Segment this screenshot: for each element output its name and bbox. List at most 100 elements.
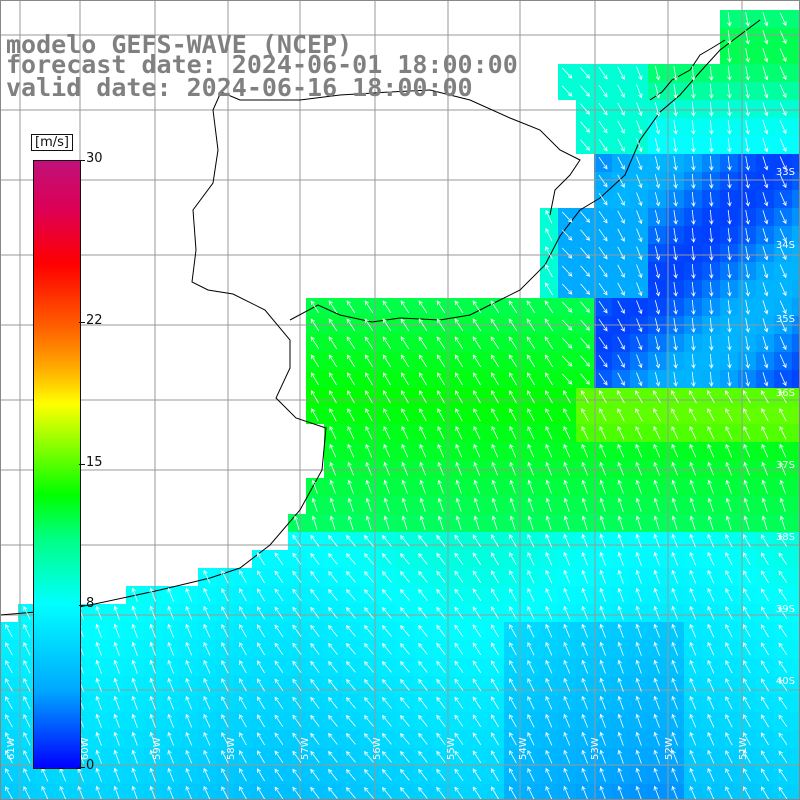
wind-arrow <box>418 732 428 745</box>
wind-arrow <box>149 641 156 656</box>
wind-arrow <box>779 497 786 512</box>
wind-arrow <box>617 569 624 584</box>
wind-arrow <box>761 443 769 458</box>
wind-arrow <box>381 768 392 781</box>
wind-arrow <box>509 552 517 566</box>
wind-arrow <box>617 443 625 458</box>
wind-arrow <box>581 569 588 584</box>
wind-arrow <box>598 282 608 296</box>
wind-arrow <box>653 605 660 620</box>
wind-arrow <box>580 67 591 79</box>
wind-speed-cell <box>792 334 800 352</box>
wind-arrow <box>563 497 570 512</box>
wind-arrow <box>490 660 499 674</box>
wind-arrow <box>617 84 625 98</box>
wind-arrow <box>671 767 678 782</box>
wind-arrow <box>599 425 607 440</box>
wind-arrow <box>328 786 338 799</box>
wind-arrow <box>691 299 696 315</box>
wind-arrow <box>762 66 769 81</box>
wind-arrow <box>636 282 643 297</box>
wind-arrow <box>419 443 427 458</box>
wind-arrow <box>709 263 714 279</box>
wind-arrow <box>221 768 229 782</box>
wind-arrow <box>491 408 499 422</box>
wind-speed-cell <box>792 784 800 800</box>
wind-arrow <box>563 533 571 548</box>
wind-arrow <box>561 283 573 295</box>
wind-speed-cell <box>792 694 800 712</box>
wind-arrow <box>401 390 409 404</box>
wind-arrow <box>707 533 715 548</box>
wind-arrow <box>346 336 356 350</box>
wind-arrow <box>292 552 302 565</box>
wind-arrow <box>671 461 678 476</box>
wind-arrow <box>635 551 642 566</box>
wind-arrow <box>778 534 788 548</box>
wind-arrow <box>509 570 517 584</box>
wind-arrow <box>581 767 588 782</box>
wind-arrow <box>563 713 571 728</box>
wind-arrow <box>545 461 552 476</box>
wind-arrow <box>617 677 624 692</box>
wind-arrow <box>23 713 31 728</box>
wind-speed-cell <box>792 568 800 586</box>
latitude-label: 33S <box>776 167 795 178</box>
wind-arrow <box>743 624 751 638</box>
wind-arrow <box>581 461 588 476</box>
wind-arrow <box>635 515 642 530</box>
wind-arrow <box>709 317 714 333</box>
wind-arrow <box>508 300 518 314</box>
wind-speed-cell <box>792 586 800 604</box>
wind-arrow <box>545 264 553 278</box>
wind-arrow <box>671 695 678 710</box>
wind-arrow <box>725 786 733 800</box>
wind-speed-cell <box>324 784 342 800</box>
wind-arrow <box>779 372 787 387</box>
wind-arrow <box>707 749 715 764</box>
wind-arrow <box>580 211 591 223</box>
wind-arrow <box>617 749 624 764</box>
colorbar-tick-label: 30 <box>86 151 103 166</box>
wind-arrow <box>635 461 642 476</box>
wind-arrow <box>709 119 714 135</box>
wind-arrow <box>762 156 769 171</box>
wind-arrow <box>113 677 120 692</box>
wind-arrow <box>473 515 480 530</box>
wind-arrow <box>526 354 536 368</box>
wind-arrow <box>545 533 553 548</box>
wind-arrow <box>617 695 624 710</box>
wind-arrow <box>689 767 697 782</box>
wind-arrow <box>274 642 284 656</box>
valid-date: valid date: 2024-06-16 18:00:00 <box>6 73 473 102</box>
wind-arrow <box>527 767 535 782</box>
wind-arrow <box>709 101 714 117</box>
wind-arrow <box>365 443 373 458</box>
wind-arrow <box>563 641 571 656</box>
wind-arrow <box>508 372 517 386</box>
wind-arrow <box>328 660 338 673</box>
wind-arrow <box>365 390 373 404</box>
longitude-label: 54W <box>518 737 529 760</box>
wind-speed-cell <box>792 550 800 568</box>
wind-arrow <box>725 624 733 638</box>
wind-arrow <box>617 354 625 368</box>
wind-speed-cell <box>702 784 720 800</box>
wind-arrow <box>509 425 517 440</box>
wind-arrow <box>762 12 769 27</box>
wind-speed-cell <box>216 784 234 800</box>
wind-arrow <box>400 606 410 619</box>
wind-arrow <box>709 209 714 225</box>
wind-arrow <box>689 587 697 602</box>
wind-arrow <box>454 624 464 637</box>
wind-speed-cell <box>540 784 558 800</box>
wind-arrow <box>381 570 392 583</box>
wind-arrow <box>149 785 156 800</box>
wind-arrow <box>635 713 642 728</box>
wind-arrow <box>635 641 642 656</box>
wind-arrow <box>328 678 338 691</box>
wind-arrow <box>598 210 608 224</box>
wind-arrow <box>509 390 517 404</box>
wind-arrow <box>490 588 499 602</box>
wind-arrow <box>381 642 392 655</box>
